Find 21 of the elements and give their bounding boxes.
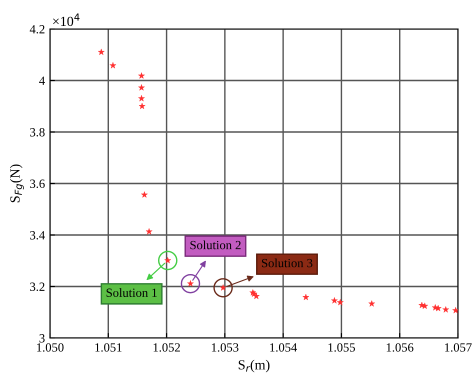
- x-axis-title: S$_{r}$(m): [238, 360, 270, 372]
- x-tick-label: 1.057: [445, 343, 472, 352]
- x-tick-label: 1.052: [154, 343, 180, 352]
- annotation: Solution 1: [106, 288, 157, 297]
- annotation: Solution 3: [262, 258, 312, 268]
- y-tick-label: 3.8: [30, 128, 45, 137]
- y-tick-label: 4.2: [30, 25, 44, 34]
- y-tick-label: 4: [39, 76, 45, 85]
- x-tick-label: 1.055: [328, 343, 356, 352]
- y-axis-title: S$_{Fg}$(N): [10, 164, 24, 202]
- y-tick-label: 3.4: [30, 231, 45, 240]
- annotation: Solution 2: [190, 240, 241, 250]
- x-tick-label: 1.054: [270, 343, 298, 352]
- y-tick-label: 3.6: [30, 180, 45, 188]
- x-tick-label: 1.056: [386, 343, 414, 352]
- text: ×10$^{4}$: [53, 14, 80, 26]
- y-tick-label: 3.2: [30, 282, 44, 292]
- x-tick-label: 1.050: [37, 343, 64, 352]
- x-tick-label: 1.053: [212, 343, 238, 352]
- x-tick-label: 1.051: [95, 343, 122, 352]
- y-tick-label: 3: [39, 334, 45, 342]
